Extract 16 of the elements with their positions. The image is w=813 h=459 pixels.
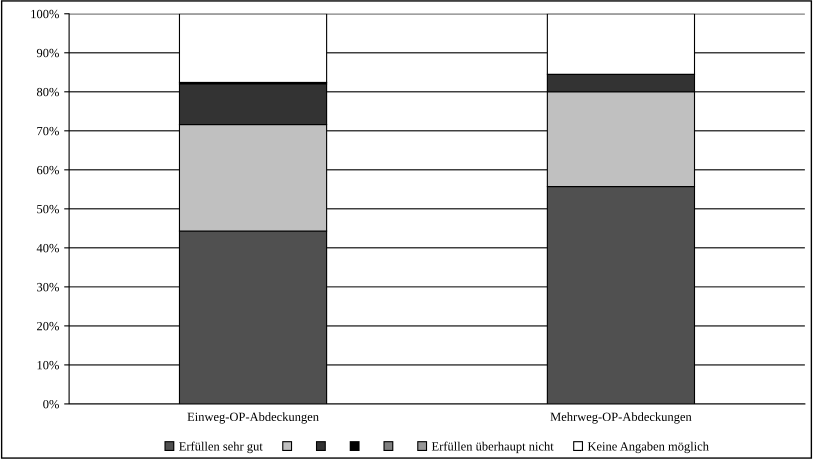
legend-label: Erfüllen sehr gut — [179, 442, 263, 454]
y-tick-label: 70% — [37, 126, 59, 136]
x-tick-label: Mehrweg-OP-Abdeckungen — [550, 412, 692, 424]
y-tick-label: 80% — [36, 88, 59, 96]
y-tick-label: 10% — [38, 360, 59, 370]
y-tick-label: 30% — [37, 282, 59, 292]
legend-label: Erfüllen überhaupt nicht — [432, 442, 554, 454]
y-tick-label: 40% — [36, 244, 59, 252]
x-tick-label: Einweg-OP-Abdeckungen — [187, 412, 319, 424]
y-tick-label: 60% — [37, 166, 59, 174]
y-tick-label: 90% — [36, 48, 59, 58]
y-tick-label: 20% — [37, 322, 59, 330]
legend-label: Keine Angaben möglich — [588, 442, 709, 454]
y-tick-label: 50% — [37, 204, 59, 214]
y-tick-label: 0% — [43, 400, 59, 408]
y-tick-label: 100% — [31, 10, 59, 18]
